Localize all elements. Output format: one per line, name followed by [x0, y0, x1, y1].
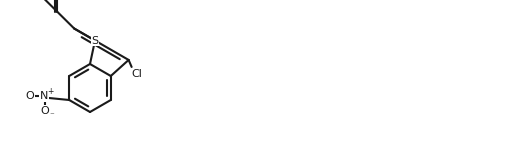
- Text: Cl: Cl: [131, 69, 142, 79]
- Text: +: +: [47, 87, 53, 96]
- Text: O: O: [41, 106, 49, 116]
- Text: S: S: [91, 36, 98, 46]
- Text: O: O: [25, 91, 34, 101]
- Text: N: N: [40, 91, 48, 101]
- Text: ⁻: ⁻: [49, 112, 54, 120]
